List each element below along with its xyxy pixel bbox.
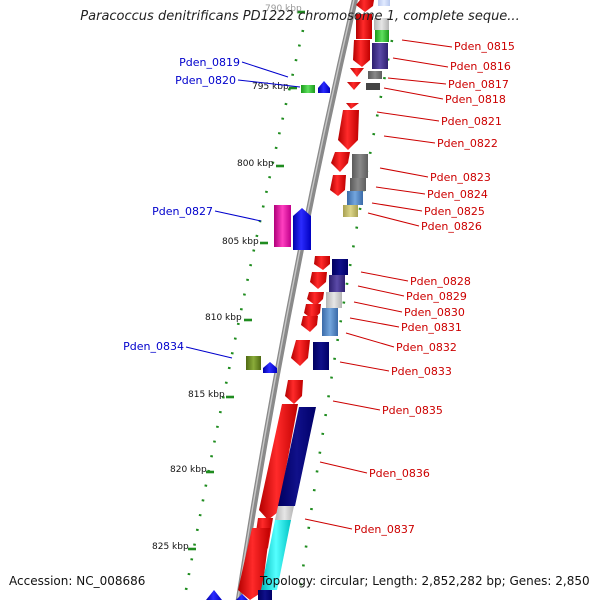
scale-label: 795 kbp: [252, 82, 289, 92]
gene-label-0825[interactable]: Pden_0825: [424, 205, 485, 218]
gene-0818-arrow[interactable]: [347, 82, 361, 90]
scale-label: 805 kbp: [222, 237, 259, 247]
accession-text: Accession: NC_008686: [9, 574, 146, 588]
gene-0836-box[interactable]: [278, 407, 316, 506]
gene-label-0833[interactable]: Pden_0833: [391, 365, 452, 378]
gene-0829-arrow[interactable]: [310, 272, 327, 289]
gene-label-0826[interactable]: Pden_0826: [421, 220, 482, 233]
left-strand-genes: [206, 81, 330, 600]
gene-label-0827[interactable]: Pden_0827: [152, 205, 213, 218]
gene-0837-big[interactable]: [238, 528, 270, 600]
gene-0816-arrow[interactable]: [353, 40, 370, 67]
topology-text: Topology: circular; Length: 2,852,282 bp…: [260, 574, 590, 588]
gene-0826-box[interactable]: [343, 205, 358, 217]
gene-label-0828[interactable]: Pden_0828: [410, 275, 471, 288]
gene-0825-box[interactable]: [347, 191, 363, 205]
chromosome-backbone-highlight: [237, 0, 355, 600]
gene-0815-green[interactable]: [375, 30, 389, 42]
gene-0828-box[interactable]: [332, 259, 348, 275]
gene-0824-box[interactable]: [350, 178, 366, 191]
gene-label-0834[interactable]: Pden_0834: [123, 340, 184, 353]
right-strand-genes: [238, 0, 390, 600]
gene-0821-arrow[interactable]: [346, 103, 359, 109]
gene-label-0816[interactable]: Pden_0816: [450, 60, 511, 73]
gene-0815-box[interactable]: [374, 18, 389, 30]
gene-0827-box[interactable]: [274, 205, 291, 247]
scale-label: 820 kbp: [170, 465, 207, 475]
gene-0836-arrow[interactable]: [259, 404, 298, 520]
gene-0830-box[interactable]: [326, 292, 342, 308]
gene-label-0830[interactable]: Pden_0830: [404, 306, 465, 319]
sequence-title: Paracoccus denitrificans PD1222 chromoso…: [80, 9, 520, 24]
gene-label-0820[interactable]: Pden_0820: [175, 74, 236, 87]
gene-label-0831[interactable]: Pden_0831: [401, 321, 462, 334]
gene-label-0835[interactable]: Pden_0835: [382, 404, 443, 417]
gene-0834-box[interactable]: [246, 356, 261, 370]
gene-0823-box[interactable]: [352, 154, 368, 178]
gene-label-0821[interactable]: Pden_0821: [441, 115, 502, 128]
gene-0824-arrow[interactable]: [330, 175, 346, 196]
gene-label-0837[interactable]: Pden_0837: [354, 523, 415, 536]
gene-0819-box[interactable]: [301, 85, 315, 93]
gene-label-0824[interactable]: Pden_0824: [427, 188, 488, 201]
gene-label-0832[interactable]: Pden_0832: [396, 341, 457, 354]
gene-0823-arrow[interactable]: [331, 152, 350, 172]
gene-0818-box[interactable]: [366, 83, 380, 90]
gene-0815-arrow[interactable]: [356, 0, 374, 12]
gene-label-0829[interactable]: Pden_0829: [406, 290, 467, 303]
scale-major-ticks: [188, 10, 305, 551]
gene-0831-box[interactable]: [322, 308, 338, 336]
gene-label-0836[interactable]: Pden_0836: [369, 467, 430, 480]
gene-label-0818[interactable]: Pden_0818: [445, 93, 506, 106]
gene-label-0815[interactable]: Pden_0815: [454, 40, 515, 53]
scale-label: 800 kbp: [237, 159, 274, 169]
gene-label-0823[interactable]: Pden_0823: [430, 171, 491, 184]
gene-0837-gray[interactable]: [275, 506, 294, 520]
gene-feature[interactable]: [378, 0, 390, 6]
gene-0817-arrow[interactable]: [350, 68, 364, 77]
gene-0834-arrow[interactable]: [263, 362, 277, 373]
gene-0817-box[interactable]: [368, 71, 382, 79]
gene-0833-arrow[interactable]: [291, 340, 310, 366]
gene-0828-arrow[interactable]: [314, 256, 330, 270]
chromosome-backbone: [235, 0, 358, 600]
gene-0837-cyan[interactable]: [261, 520, 291, 590]
gene-feature[interactable]: [206, 590, 222, 600]
scale-label: 810 kbp: [205, 313, 242, 323]
gene-label-0817[interactable]: Pden_0817: [448, 78, 509, 91]
scale-label: 815 kbp: [188, 390, 225, 400]
gene-feature[interactable]: [236, 594, 248, 600]
gene-0816-box[interactable]: [372, 43, 388, 69]
gene-0815-block[interactable]: [356, 14, 372, 39]
gene-0827-arrow[interactable]: [293, 208, 311, 250]
scale-label: 825 kbp: [152, 542, 189, 552]
scale-label: 790 kbp: [265, 4, 302, 14]
gene-0829-box[interactable]: [329, 275, 345, 292]
gene-0833-box[interactable]: [313, 342, 329, 370]
gene-label-0819[interactable]: Pden_0819: [179, 56, 240, 69]
gene-0832-arrow[interactable]: [301, 316, 318, 332]
gene-label-0822[interactable]: Pden_0822: [437, 137, 498, 150]
gene-0820-arrow[interactable]: [318, 81, 330, 93]
gene-0830-arrow[interactable]: [307, 292, 324, 306]
gene-0821-block[interactable]: [338, 110, 359, 150]
gene-0835-arrow[interactable]: [285, 380, 303, 404]
gene-feature[interactable]: [258, 590, 272, 600]
leader-lines: [185, 39, 453, 530]
